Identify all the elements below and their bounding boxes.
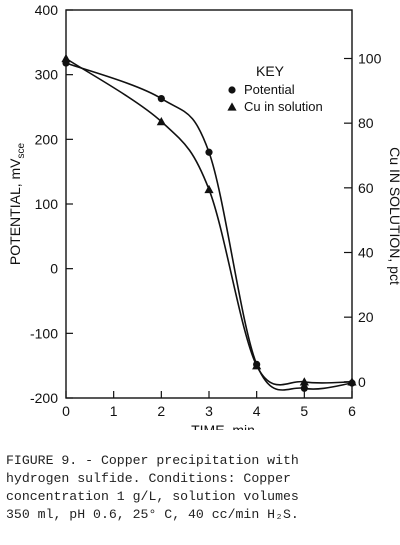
x-axis-label: TIME, min: [191, 422, 255, 430]
data-point-triangle: [252, 361, 262, 370]
plot-frame: [65, 9, 353, 399]
x-tick-label: 2: [157, 403, 165, 419]
y-right-tick-label: 20: [358, 309, 374, 325]
y-left-tick-label: -200: [30, 390, 58, 406]
caption-line-3: 350 ml, pH 0.6, 25° C, 40 cc/min H₂S.: [6, 507, 299, 522]
y-right-tick-label: 60: [358, 180, 374, 196]
y-right-axis-label: Cu IN SOLUTION, pct: [387, 147, 400, 285]
data-point-triangle: [347, 377, 357, 386]
y-left-tick-label: 200: [35, 131, 59, 147]
y-left-tick-label: -100: [30, 325, 58, 341]
x-tick-label: 0: [62, 403, 70, 419]
y-left-axis-label: POTENTIAL, mVsce: [7, 142, 27, 265]
data-point-triangle: [204, 184, 214, 194]
legend-marker-circle: [228, 86, 236, 94]
data-point-circle: [157, 94, 165, 103]
data-point-triangle: [156, 116, 166, 126]
y-left-tick-label: 300: [35, 67, 59, 83]
caption-figure-label: FIGURE 9. - Copper precipitation with: [6, 453, 299, 468]
x-tick-label: 3: [205, 403, 213, 419]
caption-line-1: hydrogen sulfide. Conditions: Copper: [6, 471, 291, 486]
y-right-tick-label: 0: [358, 374, 366, 390]
legend-marker-triangle: [227, 102, 237, 111]
legend-label: Cu in solution: [244, 99, 323, 114]
y-right-tick-label: 40: [358, 245, 374, 261]
x-tick-label: 6: [348, 403, 356, 419]
figure-caption: FIGURE 9. - Copper precipitation with hy…: [6, 452, 398, 524]
caption-line-2: concentration 1 g/L, solution volumes: [6, 489, 299, 504]
chart: 0 1 2 3 4 5 64003002001000-100-200100806040200…: [7, 2, 400, 430]
y-left-tick-label: 0: [50, 261, 58, 277]
data-point-circle: [300, 384, 308, 392]
x-tick-label: 1: [110, 403, 118, 419]
x-tick-label: 5: [300, 403, 308, 419]
legend-title: KEY: [256, 63, 285, 79]
y-right-tick-label: 80: [358, 115, 374, 131]
data-point-triangle: [61, 53, 71, 63]
y-left-tick-label: 400: [35, 2, 59, 18]
y-left-tick-label: 100: [35, 196, 59, 212]
x-tick-label: 4: [253, 403, 261, 419]
y-right-tick-label: 100: [358, 51, 382, 67]
data-point-triangle: [299, 377, 309, 386]
legend-label: Potential: [244, 82, 295, 97]
data-point-circle: [205, 148, 213, 156]
